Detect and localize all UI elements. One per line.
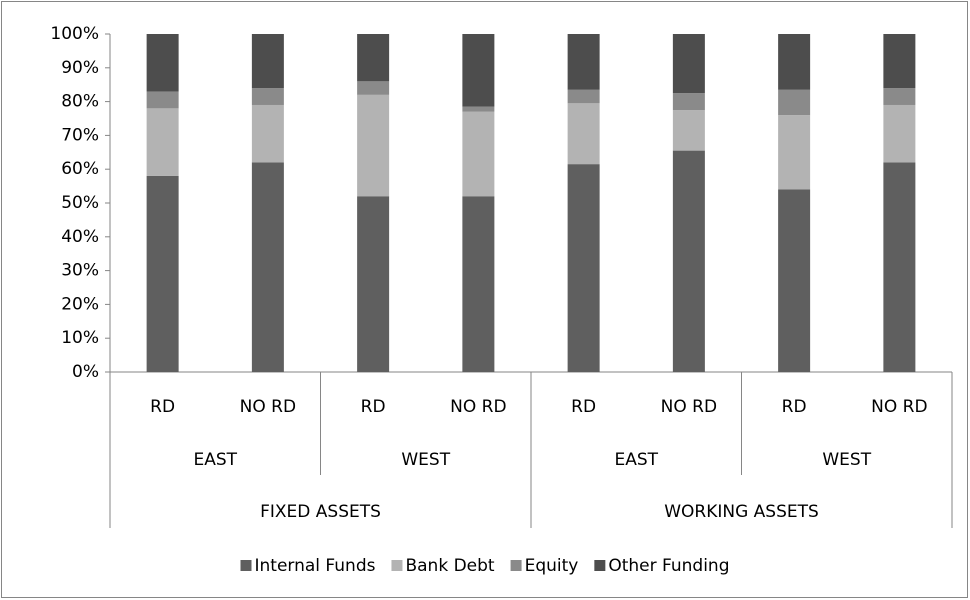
y-tick-label: 30% <box>61 261 99 281</box>
legend-label: Other Funding <box>608 556 729 576</box>
bar-segment <box>146 108 179 176</box>
bar-segment <box>672 93 705 111</box>
bar-segment <box>778 115 811 190</box>
supergroup-label: FIXED ASSETS <box>260 502 381 522</box>
legend-label: Equity <box>525 556 579 576</box>
bar-segment <box>462 106 495 112</box>
legend-label: Bank Debt <box>405 556 494 576</box>
bar-segment <box>672 34 705 94</box>
legend-swatch <box>391 560 403 571</box>
x-tick-label: NO RD <box>661 397 717 417</box>
bar-segment <box>567 103 600 165</box>
bar-segment <box>778 189 811 372</box>
legend-swatch <box>240 560 252 571</box>
group-label: EAST <box>614 450 658 470</box>
bar-segment <box>251 104 284 163</box>
legend-label: Internal Funds <box>255 556 376 576</box>
bar-segment <box>357 34 390 82</box>
bar-segment <box>567 89 600 104</box>
x-tick-label: RD <box>571 397 596 417</box>
bar-segment <box>883 162 916 372</box>
bar-segment <box>357 81 390 95</box>
x-tick-label: NO RD <box>240 397 296 417</box>
bar-segment <box>778 89 811 116</box>
bar-segment <box>672 110 705 151</box>
legend-swatch <box>510 560 522 571</box>
bar-segment <box>251 34 284 89</box>
y-tick-label: 100% <box>50 24 99 44</box>
bar-segment <box>883 88 916 105</box>
group-label: WEST <box>401 450 450 470</box>
bar-segment <box>357 94 390 197</box>
y-tick-label: 10% <box>61 328 99 348</box>
bar-segment <box>778 34 811 90</box>
supergroup-label: WORKING ASSETS <box>664 502 819 522</box>
x-tick-label: NO RD <box>871 397 927 417</box>
group-label: EAST <box>193 450 237 470</box>
legend-swatch <box>594 560 606 571</box>
x-tick-label: NO RD <box>450 397 506 417</box>
group-label: WEST <box>822 450 871 470</box>
bar-segment <box>251 88 284 105</box>
bar-segment <box>462 111 495 197</box>
bar-segment <box>672 150 705 372</box>
y-tick-label: 70% <box>61 125 99 145</box>
bar-segment <box>883 34 916 89</box>
x-tick-label: RD <box>361 397 386 417</box>
y-tick-label: 40% <box>61 227 99 247</box>
bar-segment <box>567 164 600 372</box>
x-tick-label: RD <box>150 397 175 417</box>
y-tick-label: 0% <box>72 362 99 382</box>
bar-segment <box>567 34 600 90</box>
bar-segment <box>146 91 179 109</box>
x-tick-label: RD <box>782 397 807 417</box>
bar-segment <box>462 34 495 107</box>
bar-segment <box>251 162 284 372</box>
bar-segment <box>146 175 179 372</box>
y-tick-label: 80% <box>61 92 99 112</box>
y-tick-label: 50% <box>61 193 99 213</box>
bar-segment <box>883 104 916 163</box>
bar-segment <box>146 34 179 92</box>
y-tick-label: 20% <box>61 294 99 314</box>
y-tick-label: 60% <box>61 159 99 179</box>
bar-segment <box>462 196 495 372</box>
bar-segment <box>357 196 390 372</box>
y-tick-label: 90% <box>61 58 99 78</box>
